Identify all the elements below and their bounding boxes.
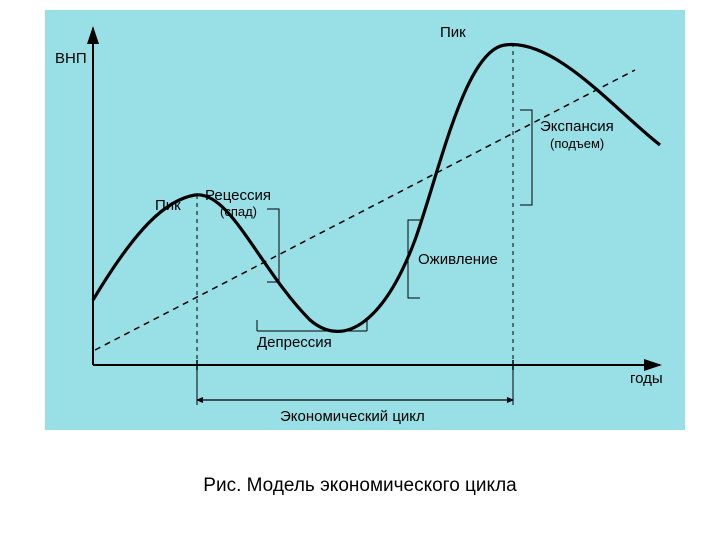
diagram-svg xyxy=(45,10,685,430)
expansion-sub: (подъем) xyxy=(550,136,604,151)
peak1-label: Пик xyxy=(155,197,181,214)
y-axis-label: ВНП xyxy=(55,50,87,67)
figure-caption: Рис. Модель экономического цикла xyxy=(0,475,720,497)
recession-label: Рецессия xyxy=(205,187,271,204)
cycle-label: Экономический цикл xyxy=(280,408,425,425)
peak2-label: Пик xyxy=(440,24,466,41)
expansion-label: Экспансия xyxy=(540,118,614,135)
economic-cycle-diagram: ВНП годы Пик Пик Рецессия (спад) Депресс… xyxy=(45,10,685,430)
x-axis-label: годы xyxy=(630,370,663,387)
recession-sub: (спад) xyxy=(220,204,257,219)
chart-background xyxy=(45,10,685,430)
depression-label: Депрессия xyxy=(257,334,332,351)
recovery-label: Оживление xyxy=(418,251,498,268)
